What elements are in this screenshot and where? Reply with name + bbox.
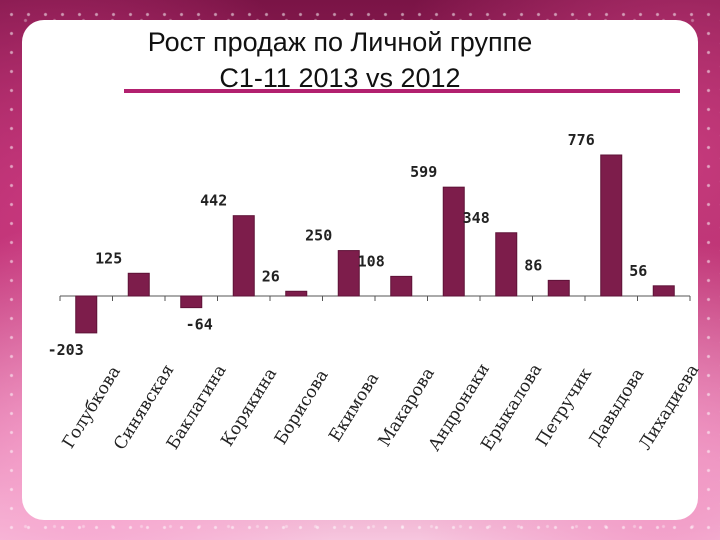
data-label: 86	[524, 256, 542, 274]
bar	[285, 290, 308, 297]
data-label: 26	[262, 267, 280, 285]
data-label: 442	[200, 192, 227, 210]
bar	[652, 285, 675, 297]
slide-panel	[22, 20, 698, 520]
data-label: 599	[410, 163, 437, 181]
bar	[180, 295, 203, 309]
title-underline	[124, 89, 680, 93]
chart-title: Рост продаж по Личной группе С1-11 2013 …	[60, 24, 620, 96]
data-label: 125	[95, 249, 122, 267]
chart-title-line1: Рост продаж по Личной группе	[147, 27, 533, 57]
bar	[127, 272, 150, 297]
bar	[75, 295, 98, 334]
bar	[442, 186, 465, 297]
bar	[232, 215, 255, 297]
data-label: -203	[48, 341, 84, 359]
data-label: 348	[463, 209, 490, 227]
data-label: 56	[629, 262, 647, 280]
category-label: Борисова	[271, 366, 333, 448]
bar-group-5: 26 Борисова	[262, 267, 333, 448]
category-label: Екимова	[325, 369, 383, 445]
bar	[547, 279, 570, 297]
data-label: -64	[186, 316, 213, 334]
data-label: 250	[305, 227, 332, 245]
data-label: 108	[358, 252, 385, 270]
bar	[600, 154, 623, 297]
bar	[337, 250, 360, 297]
bar	[495, 232, 518, 297]
data-label: 776	[568, 131, 595, 149]
bar	[390, 275, 413, 297]
chart-title-line2: С1-11 2013 vs 2012	[219, 63, 461, 93]
